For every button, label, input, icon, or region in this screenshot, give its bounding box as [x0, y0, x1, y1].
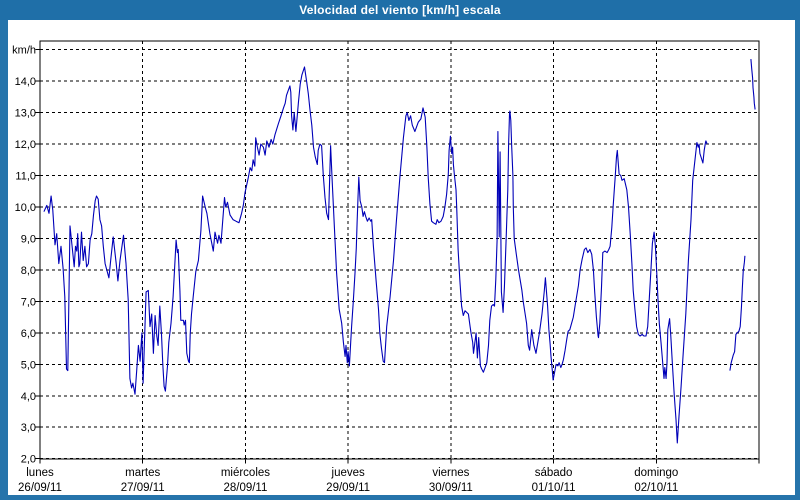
window-title: Velocidad del viento [km/h] escala: [299, 3, 501, 17]
y-tick-label: 6,0: [21, 328, 36, 340]
frame-right: [795, 20, 800, 500]
y-tick-label: 14,0: [15, 76, 36, 88]
x-day-label: viernes: [432, 467, 469, 479]
x-date-label: 01/10/11: [532, 482, 576, 494]
plot-area[interactable]: [40, 41, 759, 459]
titlebar-background: [0, 0, 800, 20]
y-unit-label: km/h: [12, 45, 36, 57]
x-day-label: martes: [125, 467, 160, 479]
y-tick-label: 13,0: [15, 108, 36, 120]
x-day-label: miércoles: [221, 467, 270, 479]
x-date-label: 30/09/11: [429, 482, 473, 494]
x-date-label: 26/09/11: [18, 482, 62, 494]
y-tick-label: 9,0: [21, 233, 36, 245]
x-date-label: 29/09/11: [326, 482, 370, 494]
x-date-label: 02/10/11: [634, 482, 678, 494]
y-tick-label: 2,0: [21, 454, 36, 466]
y-tick-label: 12,0: [15, 139, 36, 151]
x-date-label: 28/09/11: [223, 482, 267, 494]
x-day-label: jueves: [331, 467, 365, 479]
y-tick-label: 10,0: [15, 202, 36, 214]
y-tick-label: 4,0: [21, 391, 36, 403]
title-bar: Velocidad del viento [km/h] escala: [0, 0, 800, 20]
frame-left: [0, 20, 8, 500]
y-tick-label: 11,0: [15, 171, 36, 183]
y-tick-label: 8,0: [21, 265, 36, 277]
wind-speed-line: [43, 66, 708, 444]
wind-speed-line: [750, 59, 756, 110]
wind-speed-line: [729, 255, 746, 371]
y-tick-label: 5,0: [21, 359, 36, 371]
x-day-label: domingo: [634, 467, 678, 479]
y-tick-label: 7,0: [21, 296, 36, 308]
x-day-label: lunes: [26, 467, 54, 479]
plot-border: [39, 40, 760, 460]
frame-bottom: [0, 495, 800, 500]
x-date-label: 27/09/11: [121, 482, 165, 494]
x-day-label: sábado: [535, 467, 573, 479]
y-tick-label: 3,0: [21, 422, 36, 434]
